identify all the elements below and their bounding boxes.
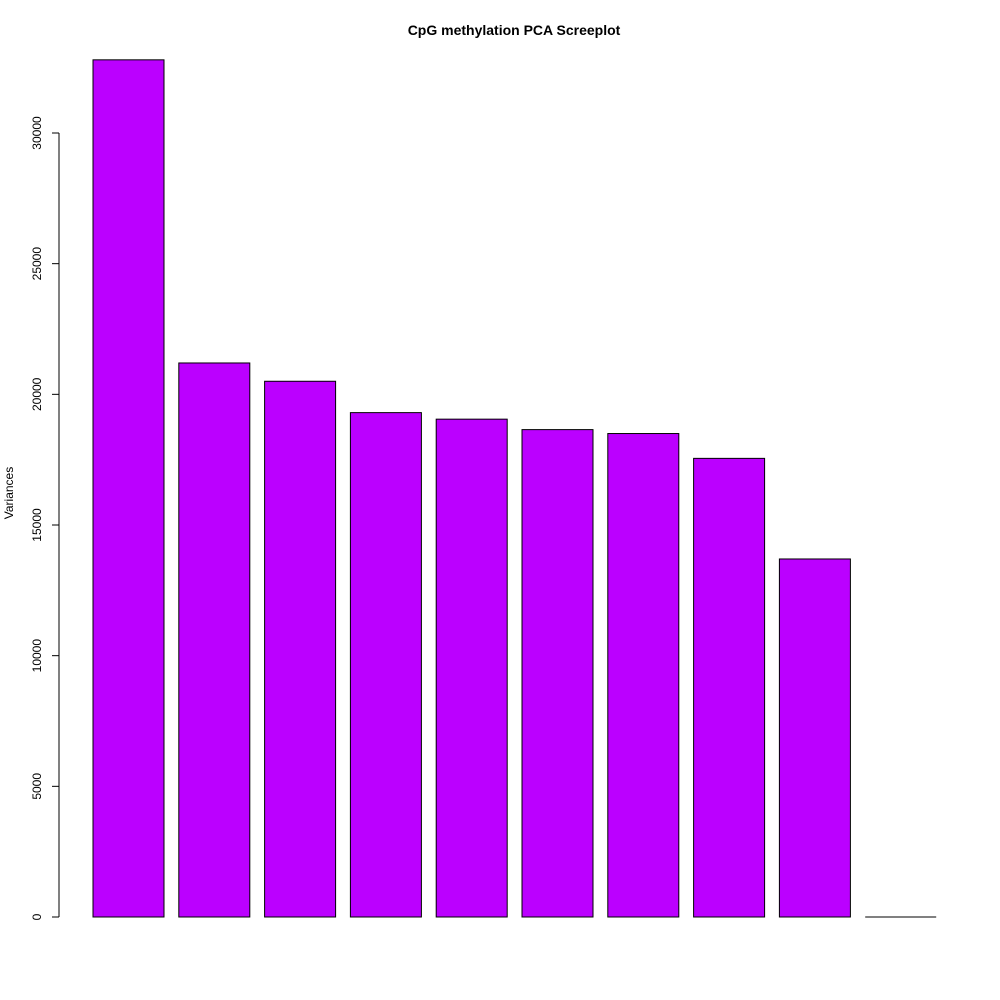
- bar: [778, 558, 851, 918]
- y-tick-label: 20000: [30, 377, 44, 411]
- bar: [349, 412, 422, 918]
- bar: [178, 362, 251, 918]
- y-tick-label: 30000: [30, 116, 44, 150]
- y-tick-label: 15000: [30, 508, 44, 542]
- chart-title: CpG methylation PCA Screeplot: [408, 22, 621, 38]
- bars: [92, 59, 937, 918]
- y-axis-label: Variances: [2, 467, 16, 519]
- y-tick-label: 25000: [30, 247, 44, 281]
- bar: [693, 457, 766, 918]
- y-tick-label: 5000: [30, 773, 44, 800]
- bar: [435, 418, 508, 918]
- y-tick-label: 10000: [30, 639, 44, 673]
- bar: [264, 380, 337, 918]
- y-axis: 0 5000 10000 15000 20000 25000 30000: [30, 116, 60, 920]
- y-tick-label: 0: [30, 913, 44, 920]
- bar: [92, 59, 165, 918]
- bar: [521, 429, 594, 918]
- bar: [607, 433, 680, 918]
